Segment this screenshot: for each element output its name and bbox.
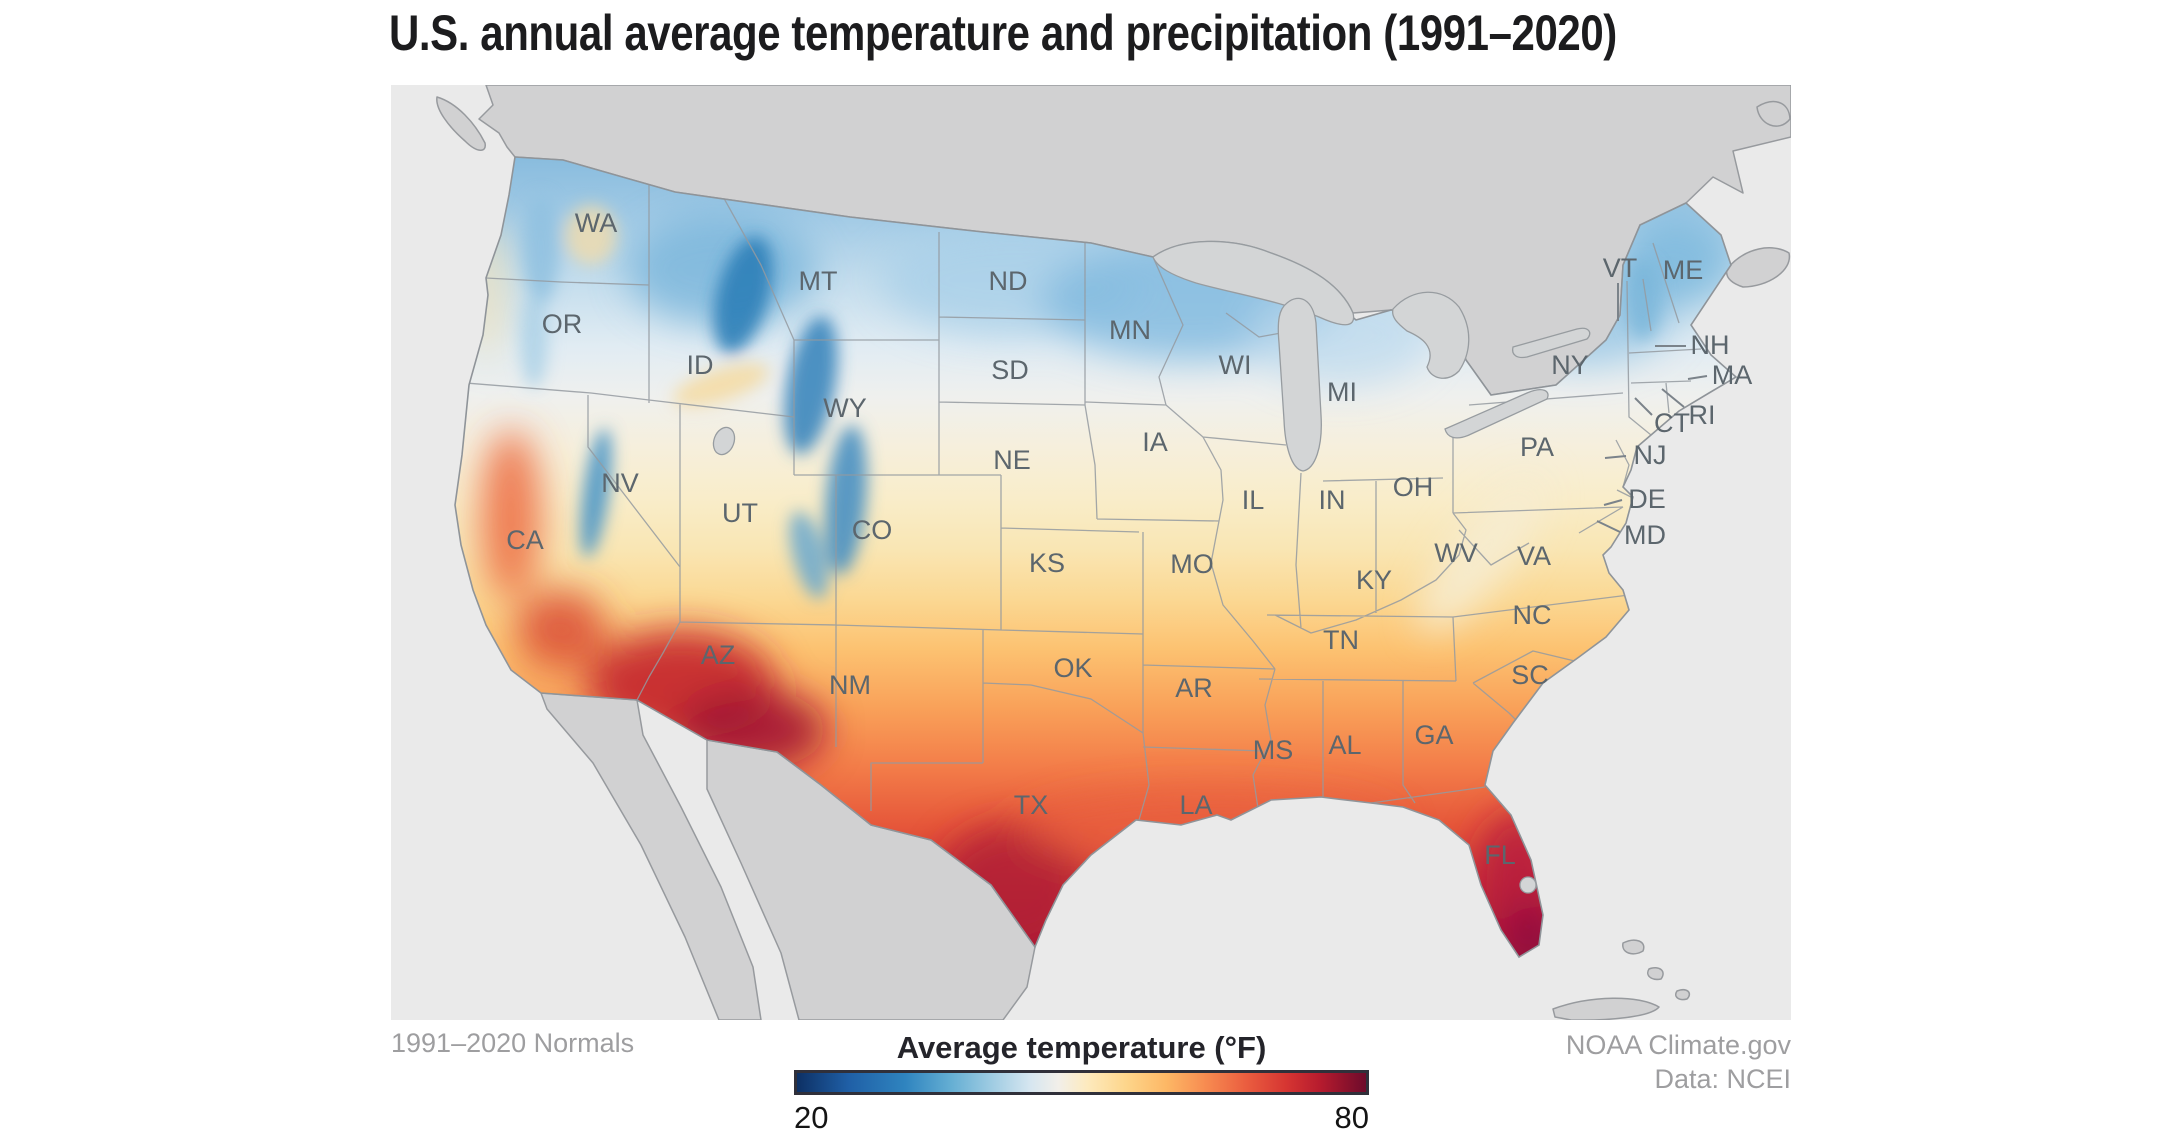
leader-line-MA bbox=[1687, 375, 1708, 380]
lake-erie bbox=[1444, 389, 1549, 439]
lake-michigan bbox=[1277, 297, 1322, 472]
state-label-NH: NH bbox=[1691, 330, 1730, 360]
nova-scotia bbox=[1725, 247, 1791, 288]
great-salt-lake bbox=[712, 426, 736, 456]
bahamas-island bbox=[1647, 967, 1664, 981]
lake-ontario bbox=[1511, 327, 1591, 359]
state-label-NJ: NJ bbox=[1634, 440, 1667, 470]
state-label-ND: ND bbox=[989, 266, 1028, 296]
credit-source: NOAA Climate.gov bbox=[1565, 1030, 1791, 1060]
leader-lines bbox=[1596, 283, 1708, 533]
state-label-VT: VT bbox=[1603, 253, 1638, 283]
state-borders bbox=[465, 185, 1702, 821]
lake-okeechobee bbox=[1519, 876, 1537, 894]
state-label-KY: KY bbox=[1356, 565, 1392, 595]
state-label-CA: CA bbox=[506, 525, 544, 555]
colorbar-max-label: 80 bbox=[1334, 1100, 1369, 1135]
state-label-UT: UT bbox=[722, 498, 758, 528]
credits: NOAA Climate.gov Data: NCEI bbox=[1566, 1028, 1791, 1096]
colorbar-min-label: 20 bbox=[794, 1100, 829, 1135]
state-label-CO: CO bbox=[852, 515, 893, 545]
colorbar-ticks: 20 80 bbox=[794, 1100, 1369, 1136]
state-label-MD: MD bbox=[1624, 520, 1666, 550]
state-label-SD: SD bbox=[991, 355, 1029, 385]
state-label-WI: WI bbox=[1219, 350, 1252, 380]
state-label-ME: ME bbox=[1663, 255, 1704, 285]
vancouver-island bbox=[436, 96, 486, 151]
state-label-OK: OK bbox=[1053, 653, 1092, 683]
state-label-WA: WA bbox=[575, 208, 618, 238]
state-label-VA: VA bbox=[1517, 541, 1551, 571]
state-label-AZ: AZ bbox=[701, 640, 736, 670]
state-label-WY: WY bbox=[823, 393, 867, 423]
state-labels: WA OR CA NV ID MT WY UT CO AZ NM ND SD NE KS OK TX MN IA MO… bbox=[506, 208, 1752, 870]
state-label-GA: GA bbox=[1414, 720, 1453, 750]
state-label-DE: DE bbox=[1628, 484, 1666, 514]
temperature-colorbar bbox=[794, 1070, 1369, 1095]
state-label-OH: OH bbox=[1393, 472, 1434, 502]
state-label-MI: MI bbox=[1327, 377, 1357, 407]
map-panel: WA OR CA NV ID MT WY UT CO AZ NM ND SD NE KS OK TX MN IA MO… bbox=[391, 84, 1792, 1021]
state-label-NY: NY bbox=[1551, 350, 1589, 380]
great-lakes bbox=[712, 240, 1591, 894]
state-label-IL: IL bbox=[1242, 485, 1265, 515]
page-title: U.S. annual average temperature and prec… bbox=[389, 5, 1617, 61]
state-label-IA: IA bbox=[1142, 427, 1168, 457]
state-label-PA: PA bbox=[1520, 432, 1554, 462]
state-label-MT: MT bbox=[799, 266, 838, 296]
lake-huron bbox=[1391, 291, 1470, 379]
state-label-WV: WV bbox=[1434, 538, 1478, 568]
credit-data: Data: NCEI bbox=[1654, 1064, 1791, 1094]
state-label-TN: TN bbox=[1323, 625, 1359, 655]
state-label-NE: NE bbox=[993, 445, 1031, 475]
state-label-NV: NV bbox=[601, 468, 639, 498]
leader-line-DE bbox=[1603, 499, 1623, 506]
newfoundland bbox=[1756, 100, 1791, 127]
state-label-AL: AL bbox=[1328, 730, 1361, 760]
state-label-MO: MO bbox=[1170, 549, 1214, 579]
state-label-SC: SC bbox=[1511, 660, 1549, 690]
state-label-NC: NC bbox=[1513, 600, 1552, 630]
state-label-KS: KS bbox=[1029, 548, 1065, 578]
map-note: 1991–2020 Normals bbox=[391, 1028, 635, 1058]
state-label-LA: LA bbox=[1179, 790, 1212, 820]
leader-line-CT bbox=[1634, 397, 1653, 416]
state-label-CT: CT bbox=[1654, 408, 1690, 438]
us-temperature-map: WA OR CA NV ID MT WY UT CO AZ NM ND SD NE KS OK TX MN IA MO… bbox=[391, 84, 1792, 1021]
state-label-AR: AR bbox=[1175, 673, 1213, 703]
leader-line-RI bbox=[1661, 388, 1685, 408]
state-label-RI: RI bbox=[1689, 400, 1716, 430]
state-label-IN: IN bbox=[1319, 485, 1346, 515]
state-label-TX: TX bbox=[1014, 790, 1049, 820]
state-label-OR: OR bbox=[542, 309, 583, 339]
state-label-ID: ID bbox=[687, 350, 714, 380]
leader-line-MD bbox=[1596, 520, 1621, 533]
bahamas-island bbox=[1675, 988, 1691, 1001]
state-label-FL: FL bbox=[1484, 840, 1516, 870]
bahamas-island bbox=[1622, 939, 1645, 955]
legend-title: Average temperature (°F) bbox=[896, 1030, 1267, 1065]
leader-line-NJ bbox=[1604, 455, 1627, 459]
state-label-MA: MA bbox=[1712, 360, 1753, 390]
state-label-MN: MN bbox=[1109, 315, 1151, 345]
state-label-NM: NM bbox=[829, 670, 871, 700]
state-label-MS: MS bbox=[1253, 735, 1294, 765]
